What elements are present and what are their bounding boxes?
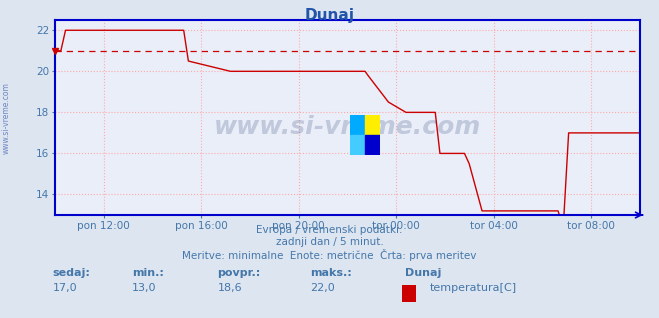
Text: zadnji dan / 5 minut.: zadnji dan / 5 minut. [275,237,384,247]
Text: Dunaj: Dunaj [304,8,355,23]
Text: min.:: min.: [132,268,163,278]
Text: www.si-vreme.com: www.si-vreme.com [2,82,11,154]
Bar [365,135,380,155]
Bar [350,135,365,155]
Text: sedaj:: sedaj: [53,268,90,278]
Text: temperatura[C]: temperatura[C] [430,283,517,293]
Text: Evropa / vremenski podatki.: Evropa / vremenski podatki. [256,225,403,235]
Text: 22,0: 22,0 [310,283,335,293]
Text: povpr.:: povpr.: [217,268,261,278]
Text: www.si-vreme.com: www.si-vreme.com [214,115,481,139]
Text: Meritve: minimalne  Enote: metrične  Črta: prva meritev: Meritve: minimalne Enote: metrične Črta:… [183,249,476,261]
Bar [365,115,380,135]
Text: 13,0: 13,0 [132,283,156,293]
Text: 18,6: 18,6 [217,283,242,293]
Text: maks.:: maks.: [310,268,351,278]
Bar [350,115,365,135]
Text: Dunaj: Dunaj [405,268,442,278]
Text: 17,0: 17,0 [53,283,77,293]
